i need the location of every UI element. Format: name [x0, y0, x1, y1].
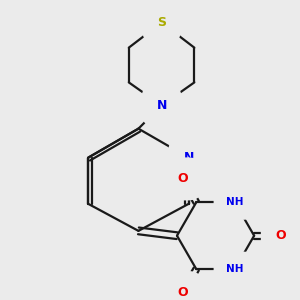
Text: O: O [178, 172, 188, 185]
Text: O: O [178, 286, 188, 299]
Text: N: N [156, 99, 167, 112]
Text: NH: NH [226, 264, 244, 274]
Text: NH: NH [226, 197, 244, 207]
Text: S: S [157, 16, 166, 29]
Text: O: O [276, 229, 286, 242]
Text: N: N [183, 151, 194, 164]
